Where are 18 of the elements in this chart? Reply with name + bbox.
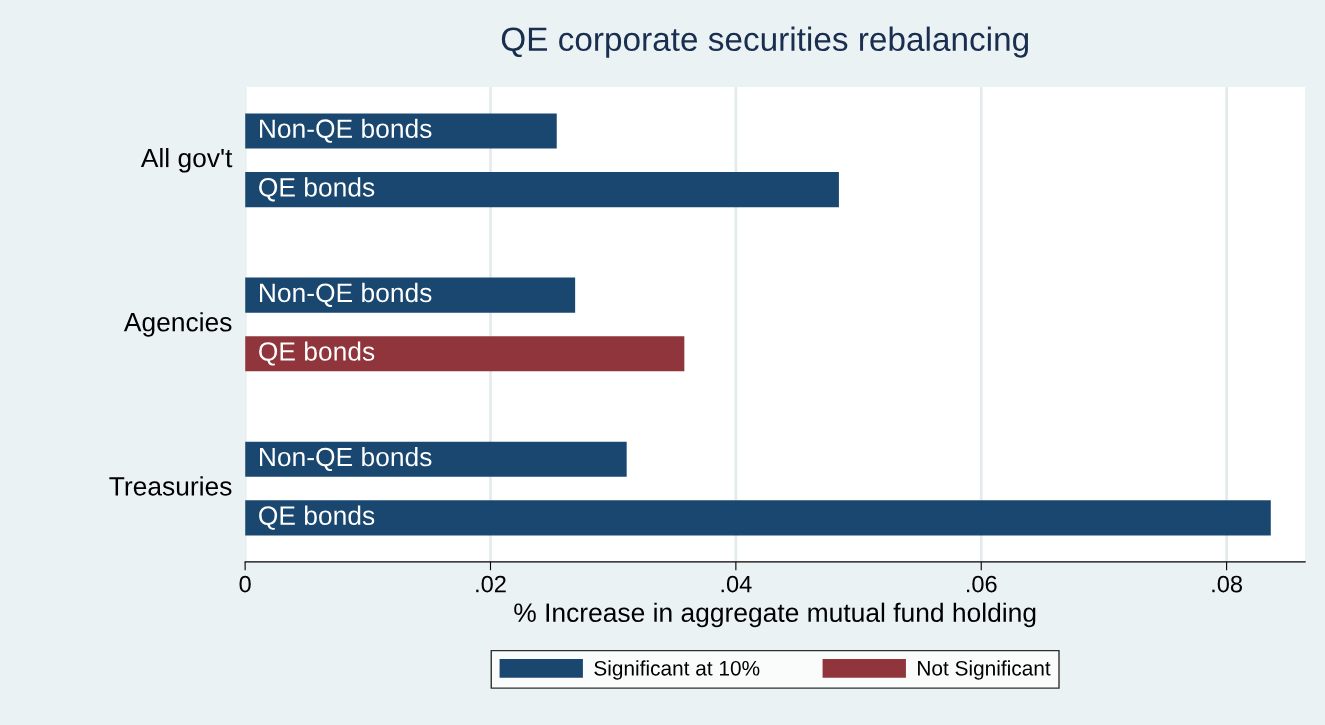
y-tick-label: QE bonds — [259, 505, 375, 530]
text: All gov't — [140, 147, 233, 173]
y-tick-label: Non-QE bonds — [260, 446, 432, 472]
y-tick-label: QE bonds — [259, 177, 375, 202]
text: Agencies — [123, 312, 232, 337]
x-tick-label: .02 — [476, 575, 506, 593]
text: Treasuries — [109, 476, 232, 496]
y-tick-label: Non-QE bonds — [260, 118, 432, 143]
x-tick-label: .06 — [966, 575, 997, 593]
legend-label: Significant at 10% — [594, 660, 760, 680]
y-tick-label: Non-QE bonds — [260, 282, 432, 307]
x-tick-label: .08 — [1212, 575, 1242, 593]
x-tick-label: .04 — [721, 575, 752, 593]
chart-title: QE corporate securities rebalancing — [501, 26, 1029, 58]
x-tick-label: 0 — [239, 575, 251, 593]
x-axis-title: % Increase in aggregate mutual fund holding — [514, 602, 1036, 628]
y-tick-label: QE bonds — [259, 341, 375, 366]
legend-label: Not Significant — [918, 660, 1051, 680]
